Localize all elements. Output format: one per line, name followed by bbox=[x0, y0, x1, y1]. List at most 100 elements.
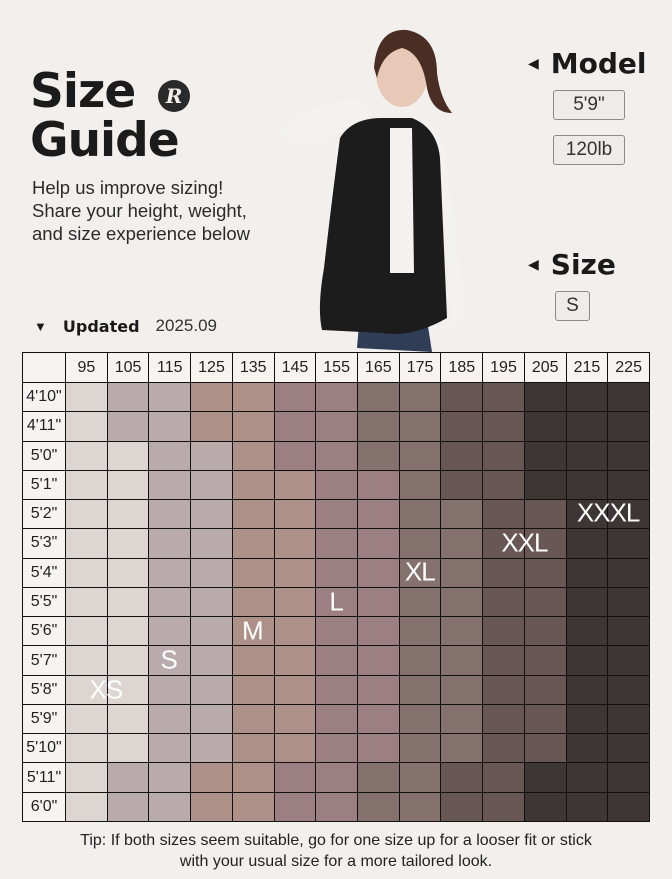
height-header: 5'4" bbox=[23, 558, 65, 587]
tip-line: Tip: If both sizes seem suitable, go for… bbox=[80, 832, 592, 849]
size-cell bbox=[524, 734, 566, 763]
size-cell bbox=[316, 792, 357, 821]
size-cell bbox=[191, 558, 232, 587]
intro-line: Share your height, weight, bbox=[32, 200, 247, 221]
size-cell bbox=[232, 529, 274, 558]
size-cell bbox=[399, 704, 441, 734]
size-cell bbox=[358, 412, 399, 441]
size-cell bbox=[107, 441, 149, 470]
size-cell bbox=[441, 558, 483, 587]
size-cell bbox=[107, 383, 149, 412]
size-cell bbox=[191, 763, 232, 792]
size-cell bbox=[191, 500, 232, 529]
size-cell bbox=[316, 675, 357, 704]
size-cell bbox=[149, 587, 191, 617]
size-cell bbox=[358, 763, 399, 792]
height-header: 5'6" bbox=[23, 617, 65, 646]
size-cell bbox=[566, 558, 608, 587]
size-cell bbox=[399, 763, 441, 792]
triangle-left-icon: ◀ bbox=[528, 55, 539, 72]
size-cell bbox=[274, 412, 316, 441]
size-cell bbox=[66, 617, 107, 646]
size-cell bbox=[316, 529, 357, 558]
size-cell bbox=[483, 412, 524, 441]
size-cell bbox=[608, 734, 649, 763]
size-cell bbox=[66, 558, 107, 587]
size-cell bbox=[608, 763, 649, 792]
weight-header: 175 bbox=[399, 353, 441, 382]
weight-header: 95 bbox=[66, 353, 107, 382]
size-cell bbox=[274, 617, 316, 646]
size-cell bbox=[399, 792, 441, 821]
size-cell bbox=[107, 734, 149, 763]
size-cell bbox=[149, 763, 191, 792]
size-cell bbox=[66, 704, 107, 734]
size-cell bbox=[608, 704, 649, 734]
size-cell bbox=[566, 383, 608, 412]
size-label-xs: XS bbox=[89, 674, 124, 705]
size-cell bbox=[66, 763, 107, 792]
size-cell bbox=[441, 500, 483, 529]
size-cell bbox=[399, 675, 441, 704]
height-header: 5'9" bbox=[23, 704, 65, 734]
size-cell bbox=[149, 558, 191, 587]
size-cell bbox=[191, 617, 232, 646]
size-cell bbox=[149, 675, 191, 704]
size-cell bbox=[524, 763, 566, 792]
size-cell bbox=[66, 646, 107, 675]
size-cell bbox=[566, 617, 608, 646]
size-cell bbox=[232, 646, 274, 675]
height-header: 4'10" bbox=[23, 383, 65, 412]
size-cell bbox=[149, 734, 191, 763]
size-cell bbox=[608, 587, 649, 617]
height-header: 6'0" bbox=[23, 792, 65, 821]
size-cell bbox=[149, 646, 191, 675]
size-cell bbox=[274, 792, 316, 821]
size-heading: ◀ Size bbox=[528, 248, 616, 281]
size-cell bbox=[399, 587, 441, 617]
size-cell bbox=[66, 587, 107, 617]
height-header: 5'8" bbox=[23, 675, 65, 704]
size-cell bbox=[566, 470, 608, 500]
size-cell bbox=[232, 675, 274, 704]
size-cell bbox=[149, 500, 191, 529]
size-cell bbox=[483, 441, 524, 470]
size-cell bbox=[524, 587, 566, 617]
size-cell bbox=[232, 441, 274, 470]
size-cell bbox=[107, 763, 149, 792]
size-cell bbox=[483, 470, 524, 500]
size-cell bbox=[566, 441, 608, 470]
size-chart-table: 95 105 115 125 135 145 155 165 175 185 195 205 215 22… bbox=[22, 352, 650, 822]
size-cell bbox=[441, 792, 483, 821]
size-cell bbox=[316, 470, 357, 500]
header-corner bbox=[23, 353, 65, 382]
size-cell bbox=[358, 500, 399, 529]
size-cell bbox=[107, 412, 149, 441]
size-cell bbox=[524, 412, 566, 441]
size-cell bbox=[524, 441, 566, 470]
size-cell bbox=[107, 587, 149, 617]
updated-date: 2025.09 bbox=[155, 316, 217, 335]
size-cell bbox=[441, 763, 483, 792]
size-cell bbox=[107, 470, 149, 500]
size-cell bbox=[608, 617, 649, 646]
size-cell bbox=[608, 675, 649, 704]
size-cell bbox=[441, 470, 483, 500]
updated-label: Updated bbox=[62, 316, 140, 336]
size-cell bbox=[566, 646, 608, 675]
size-cell bbox=[399, 383, 441, 412]
size-cell bbox=[441, 587, 483, 617]
size-cell bbox=[566, 763, 608, 792]
size-cell bbox=[232, 470, 274, 500]
size-cell bbox=[149, 470, 191, 500]
tip-text: Tip: If both sizes seem suitable, go for… bbox=[0, 830, 672, 872]
size-cell bbox=[399, 412, 441, 441]
triangle-left-icon: ◀ bbox=[528, 256, 539, 273]
size-cell bbox=[524, 704, 566, 734]
size-cell bbox=[232, 734, 274, 763]
size-cell bbox=[483, 587, 524, 617]
size-cell bbox=[441, 529, 483, 558]
size-cell bbox=[399, 529, 441, 558]
size-cell bbox=[358, 704, 399, 734]
size-cell bbox=[107, 617, 149, 646]
